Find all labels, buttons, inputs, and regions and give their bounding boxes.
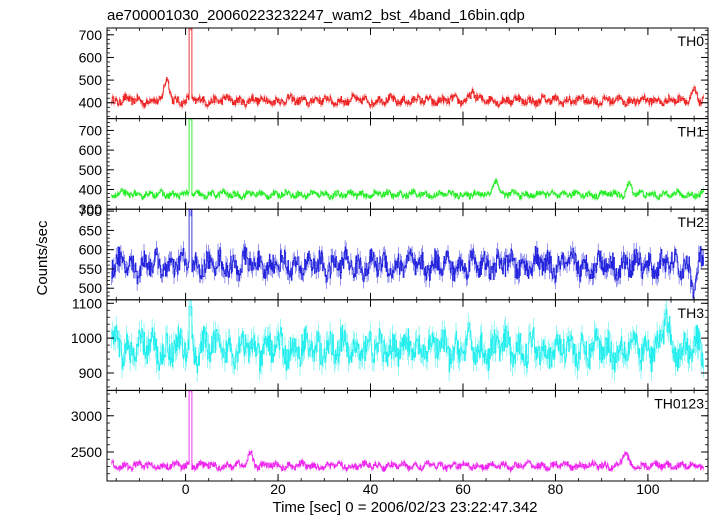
- y-tick-label: 600: [79, 242, 103, 258]
- x-axis-label: Time [sec] 0 = 2006/02/23 23:22:47.342: [272, 499, 537, 516]
- y-tick-label: 1100: [72, 295, 102, 311]
- y-tick-label: 2500: [71, 444, 102, 460]
- panel-th0123: 2500 3000 TH0123: [71, 389, 709, 482]
- y-tick-label: 500: [79, 280, 103, 296]
- y-tick-label: 500: [79, 162, 103, 178]
- y-tick-label: 900: [79, 365, 103, 381]
- x-tick-label: 100: [636, 481, 660, 497]
- panel-label-th3: TH3: [678, 305, 705, 321]
- panel-frame-th0123: [106, 389, 709, 482]
- panel-label-th0123: TH0123: [654, 395, 704, 411]
- y-tick-label: 550: [79, 261, 103, 277]
- x-tick-label: 40: [363, 481, 379, 497]
- x-tick-label: 80: [548, 481, 564, 497]
- series-line-th2: [111, 208, 704, 299]
- y-tick-label: 600: [79, 49, 103, 65]
- y-tick-label: 700: [79, 203, 103, 219]
- error-bars-th2: [111, 209, 704, 300]
- y-tick-label: 700: [79, 27, 103, 43]
- y-tick-label: 700: [79, 122, 103, 138]
- panel-label-th2: TH2: [678, 214, 705, 230]
- y-tick-label: 600: [79, 142, 103, 158]
- y-tick-label: 650: [79, 222, 103, 238]
- y-tick-label: 400: [79, 182, 103, 198]
- y-tick-label: 300: [79, 201, 103, 217]
- x-tick-label: 0: [182, 481, 190, 497]
- panel-label-th1: TH1: [678, 124, 705, 140]
- series-line-th1: [111, 118, 704, 200]
- series-line-th0: [111, 27, 704, 108]
- y-tick-label: 1000: [71, 330, 102, 346]
- series-line-th0123: [111, 389, 704, 472]
- panel-th0: 400 500 600 700 TH0: [79, 27, 709, 120]
- panel-label-th0: TH0: [678, 33, 705, 49]
- x-tick-label: 20: [270, 481, 286, 497]
- y-tick-label: 500: [79, 72, 103, 88]
- series-line-th3: [111, 306, 704, 374]
- panel-th1: 300 400 500 600 700 TH1: [79, 118, 709, 217]
- error-bars-th1: [111, 118, 704, 201]
- y-axis-label: Counts/sec: [34, 220, 51, 296]
- chart-title: ae700001030_20060223232247_wam2_bst_4ban…: [107, 7, 525, 24]
- panel-th2: 500 550 600 650 700 TH2: [79, 203, 709, 301]
- panel-th3: 900 1000 1100 TH3: [71, 295, 709, 391]
- x-tick-label: 60: [455, 481, 471, 497]
- y-tick-label: 400: [79, 95, 103, 111]
- y-tick-label: 3000: [71, 408, 102, 424]
